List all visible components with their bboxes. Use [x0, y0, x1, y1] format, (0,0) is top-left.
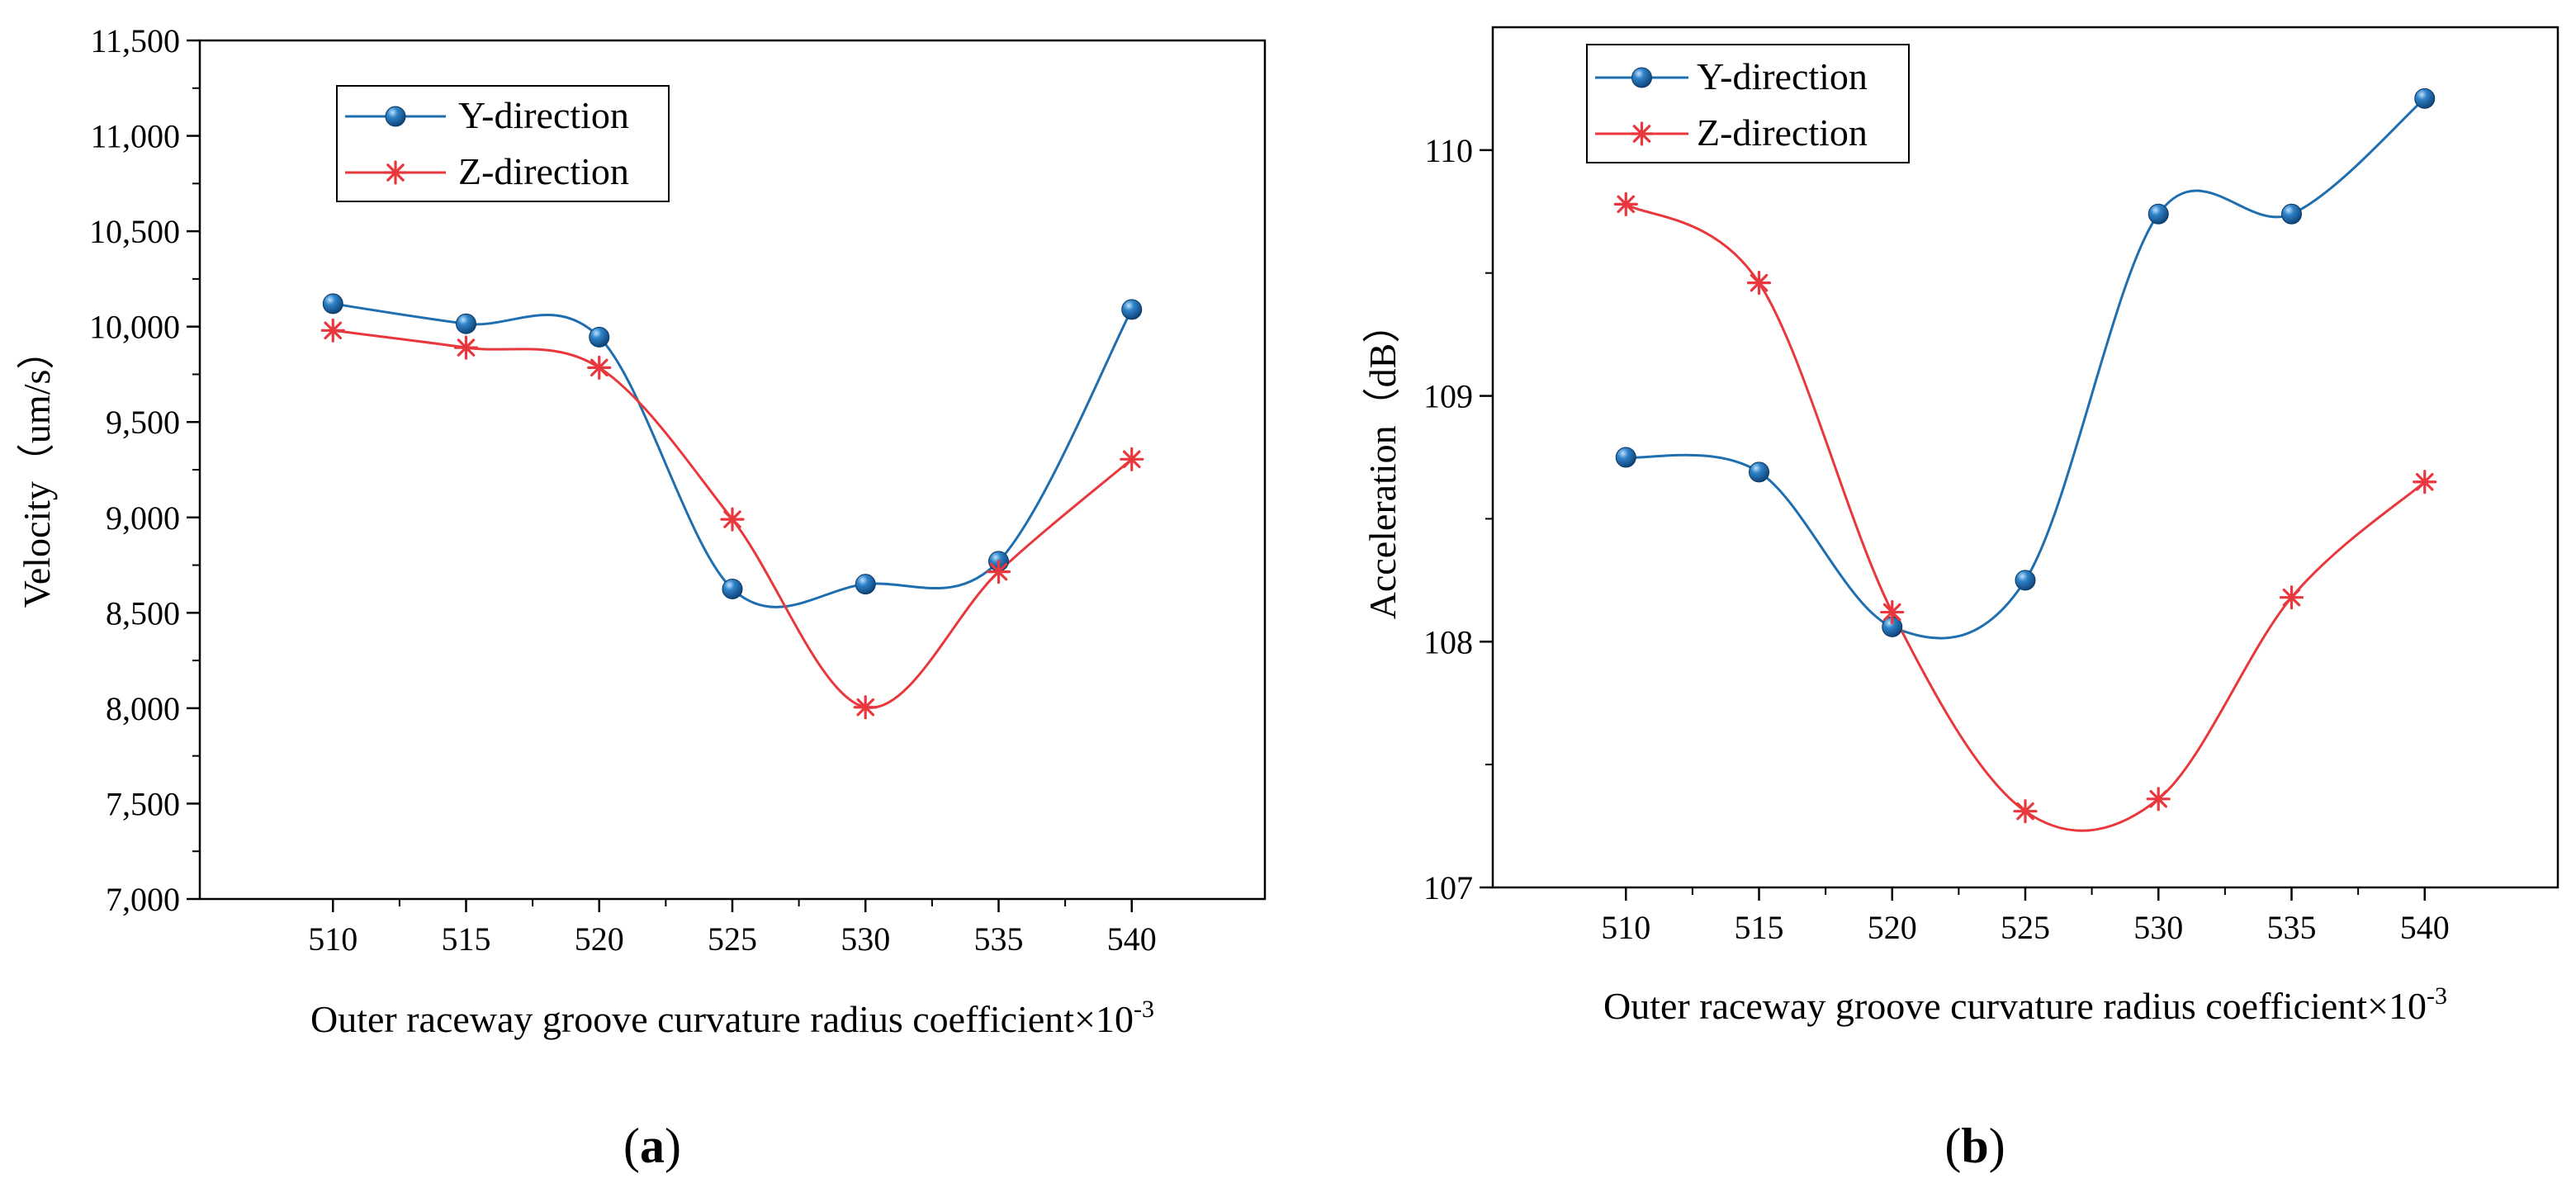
panel-label-a: (a) — [623, 1119, 681, 1173]
y-tick-label: 110 — [1424, 132, 1473, 169]
x-tick-label: 530 — [2133, 909, 2183, 946]
data-point-z-direction — [320, 318, 345, 343]
axes-b: 510 515 520 525 530 535 540 107 108 109 110 — [1423, 132, 2450, 946]
y-tick-label: 9,000 — [106, 499, 180, 537]
data-point-y-direction — [855, 574, 876, 595]
legend-b: Y-direction Z-direction — [1586, 44, 1910, 163]
data-point-y-direction — [1121, 299, 1143, 320]
y-tick-label: 8,500 — [106, 594, 180, 632]
x-tick-label: 515 — [442, 920, 491, 958]
axes-a: 510 515 520 525 530 535 540 7,000 7,500 8,000 8,50… — [89, 22, 1157, 958]
data-point-z-direction — [720, 507, 745, 532]
x-axis-title-main-b: Outer raceway groove curvature radius co… — [1603, 985, 2427, 1027]
y-tick-label: 108 — [1423, 623, 1473, 660]
chart-panel-a: 510 515 520 525 530 535 540 7,000 7,500 8,000 8,50… — [16, 22, 1267, 1173]
markers-a — [320, 293, 1144, 720]
x-axis-title-main-a: Outer raceway groove curvature radius co… — [310, 998, 1134, 1040]
y-axis-title-a: Velocity（um/s） — [16, 332, 58, 608]
x-tick-label: 530 — [841, 920, 890, 958]
y-tick-label: 7,000 — [106, 881, 180, 918]
data-point-z-direction — [2413, 470, 2437, 494]
legend-symbol-z-direction-b — [1595, 121, 1688, 146]
y-tick-label: 109 — [1423, 378, 1473, 415]
x-tick-label: 510 — [1601, 909, 1650, 946]
y-tick-label: 9,500 — [106, 404, 180, 441]
x-tick-label: 520 — [575, 920, 624, 958]
data-point-y-direction — [1749, 461, 1769, 483]
legend-symbol-y-direction-b — [1595, 67, 1688, 88]
legend-label-y-direction-a: Y-direction — [458, 94, 629, 136]
x-tick-label: 525 — [708, 920, 757, 958]
curves-b — [1625, 97, 2426, 832]
x-axis-title-a: Outer raceway groove curvature radius co… — [310, 996, 1154, 1040]
x-tick-label: 520 — [1868, 909, 1917, 946]
data-point-y-direction — [722, 578, 743, 599]
legend-label-y-direction-b: Y-direction — [1697, 55, 1868, 97]
legend-box-b — [1586, 44, 1910, 163]
x-axis-title-b: Outer raceway groove curvature radius co… — [1603, 982, 2447, 1027]
data-point-z-direction — [853, 695, 878, 720]
legend-box-a — [336, 85, 670, 202]
data-point-y-direction — [2414, 88, 2436, 109]
data-point-z-direction — [1746, 271, 1772, 296]
x-axis-title-sup-b: -3 — [2427, 982, 2447, 1010]
data-point-z-direction — [587, 355, 612, 380]
panel-label-b: (b) — [1944, 1119, 2005, 1173]
x-tick-label: 525 — [2001, 909, 2050, 946]
y-tick-label: 11,000 — [90, 118, 180, 155]
y-tick-label: 10,500 — [89, 213, 180, 250]
legend-label-z-direction-b: Z-direction — [1697, 111, 1868, 154]
legend-marker-z-direction — [383, 160, 408, 185]
x-tick-label: 540 — [2400, 909, 2450, 946]
data-point-z-direction — [2013, 799, 2038, 824]
curves-a — [333, 302, 1134, 709]
data-point-z-direction — [1880, 599, 1905, 625]
legend-label-z-direction-a: Z-direction — [458, 150, 629, 192]
data-point-y-direction — [2015, 570, 2036, 591]
data-point-y-direction — [456, 313, 476, 334]
x-tick-label: 510 — [308, 920, 358, 958]
data-point-y-direction — [322, 293, 343, 315]
data-point-z-direction — [986, 560, 1011, 584]
data-point-y-direction — [1615, 447, 1636, 468]
markers-b — [1613, 88, 2437, 824]
legend-symbol-y-direction-a — [345, 106, 446, 127]
series-curve-y-direction — [333, 302, 1134, 608]
series-curve-y-direction — [1626, 97, 2426, 640]
y-tick-label: 10,000 — [89, 309, 180, 346]
x-tick-label: 515 — [1735, 909, 1784, 946]
chart-panel-b: 510 515 520 525 530 535 540 107 108 109 110 Y-dire… — [1361, 26, 2559, 1173]
y-tick-label: 107 — [1423, 869, 1473, 906]
legend-marker-y-direction — [385, 106, 406, 127]
x-axis-title-sup-a: -3 — [1134, 996, 1154, 1023]
legend-marker-z-direction — [1629, 121, 1655, 146]
data-point-y-direction — [589, 326, 610, 348]
series-curve-z-direction — [1625, 203, 2426, 832]
x-tick-label: 535 — [974, 920, 1024, 958]
data-point-z-direction — [2279, 585, 2304, 610]
data-point-y-direction — [2147, 203, 2169, 225]
data-point-y-direction — [2281, 203, 2302, 225]
y-tick-label: 7,500 — [106, 785, 180, 822]
y-tick-label: 8,000 — [106, 690, 180, 727]
data-point-z-direction — [2146, 787, 2171, 811]
x-tick-label: 540 — [1107, 920, 1157, 958]
legend-a: Y-direction Z-direction — [336, 85, 670, 202]
legend-marker-y-direction — [1631, 67, 1652, 88]
legend-symbol-z-direction-a — [345, 160, 446, 185]
data-point-z-direction — [453, 335, 479, 360]
x-tick-label: 535 — [2267, 909, 2317, 946]
y-axis-title-b: Acceleration（dB） — [1361, 305, 1404, 620]
data-point-z-direction — [1120, 447, 1144, 471]
data-point-z-direction — [1613, 192, 1638, 216]
y-tick-label: 11,500 — [90, 22, 180, 59]
